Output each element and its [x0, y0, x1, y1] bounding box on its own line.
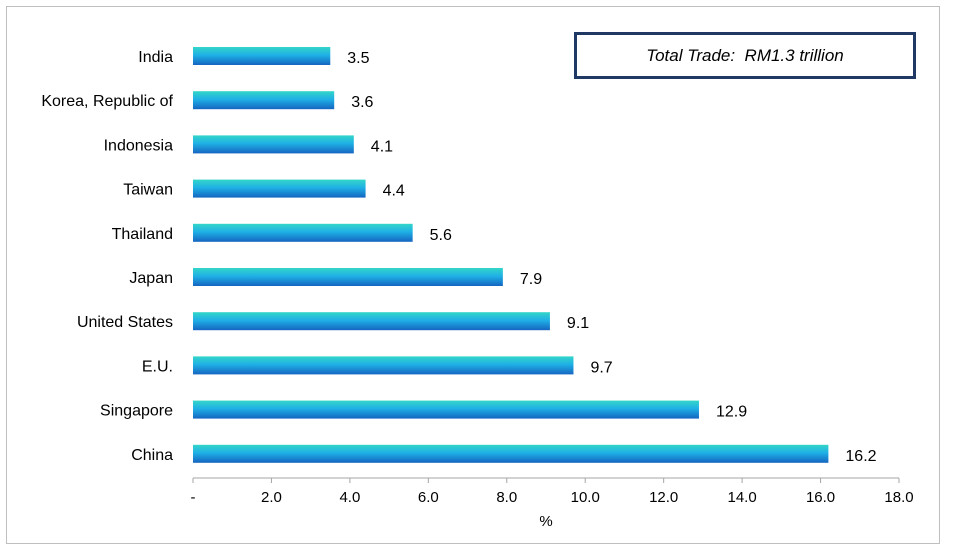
x-tick-label-3: 6.0 — [418, 489, 439, 506]
value-label-5: 7.9 — [520, 271, 542, 288]
x-axis-ticks: - 2.0 4.0 6.0 8.0 10.0 12.0 14.0 16.0 18.0 — [191, 478, 914, 506]
x-tick-label-5: 10.0 — [571, 489, 600, 506]
value-label-6: 9.1 — [567, 315, 589, 332]
value-label-3: 4.4 — [383, 183, 405, 200]
category-label-7: E.U. — [142, 358, 173, 375]
category-label-9: China — [131, 447, 173, 464]
total-trade-annotation: Total Trade: RM1.3 trillion — [574, 32, 916, 79]
value-label-4: 5.6 — [430, 227, 452, 244]
value-label-1: 3.6 — [351, 94, 373, 111]
bar-1 — [193, 91, 335, 110]
value-labels: 3.5 3.6 4.1 4.4 5.6 7.9 9.1 9.7 12.9 16.2 — [347, 50, 876, 465]
annotation-text: Total Trade: RM1.3 trillion — [646, 45, 844, 65]
category-label-0: India — [138, 49, 173, 66]
x-axis-title: % — [539, 513, 552, 530]
bar-7 — [193, 356, 574, 375]
bar-3 — [193, 179, 366, 198]
category-label-8: Singapore — [100, 403, 173, 420]
bar-4 — [193, 223, 413, 242]
bar-6 — [193, 312, 550, 331]
x-tick-label-1: 2.0 — [261, 489, 282, 506]
category-label-2: Indonesia — [104, 137, 173, 154]
x-tick-label-6: 12.0 — [649, 489, 678, 506]
category-label-6: United States — [77, 314, 173, 331]
x-tick-label-7: 14.0 — [728, 489, 757, 506]
x-tick-label-2: 4.0 — [339, 489, 360, 506]
category-label-4: Thailand — [112, 226, 173, 243]
bar-5 — [193, 268, 503, 286]
bars-group — [193, 47, 829, 463]
value-label-0: 3.5 — [347, 50, 369, 67]
bar-2 — [193, 135, 354, 154]
x-tick-label-9: 18.0 — [884, 489, 913, 506]
bar-9 — [193, 444, 829, 463]
category-label-5: Japan — [129, 270, 173, 287]
bar-0 — [193, 47, 331, 65]
category-labels: India Korea, Republic of Indonesia Taiwan Th… — [41, 49, 173, 464]
x-tick-label-4: 8.0 — [496, 489, 517, 506]
value-label-2: 4.1 — [371, 138, 393, 155]
x-tick-label-0: - — [191, 489, 196, 506]
value-label-7: 9.7 — [590, 359, 612, 376]
value-label-8: 12.9 — [716, 404, 747, 421]
bar-8 — [193, 400, 699, 419]
x-tick-label-8: 16.0 — [806, 489, 835, 506]
category-label-1: Korea, Republic of — [41, 93, 173, 110]
category-label-3: Taiwan — [123, 182, 173, 199]
value-label-9: 16.2 — [845, 448, 876, 465]
